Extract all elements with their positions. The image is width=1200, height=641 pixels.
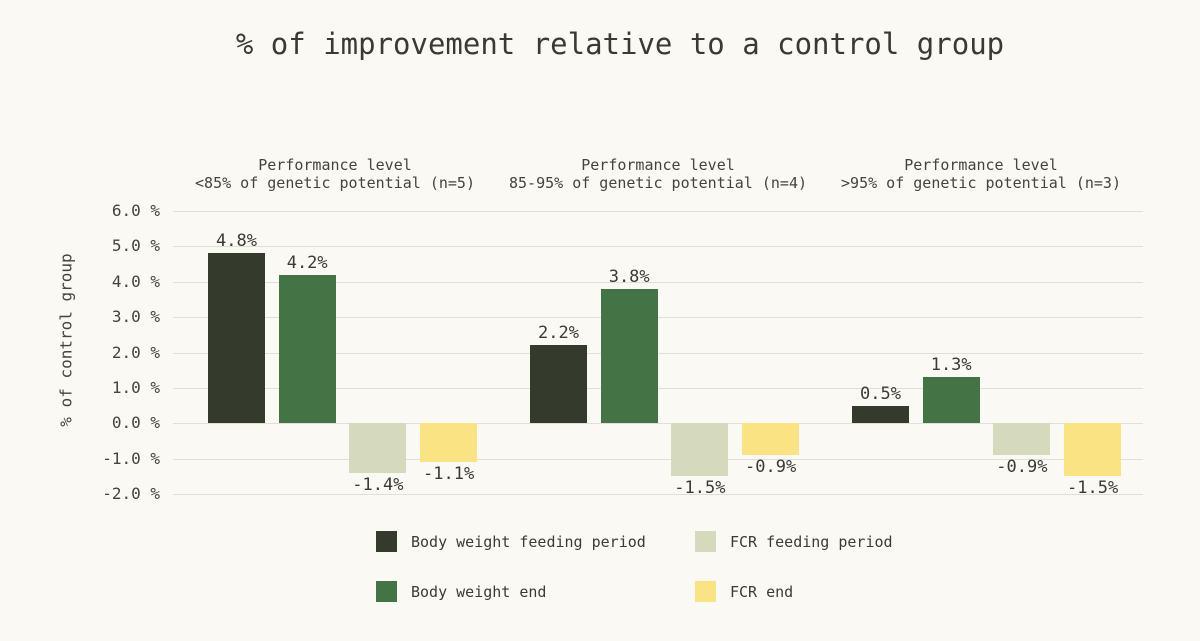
bar-value-label: -1.1% [423, 464, 475, 485]
legend-swatch-body-weight-end [376, 581, 397, 602]
legend-label: Body weight feeding period [411, 532, 646, 551]
legend-label: Body weight end [411, 582, 547, 601]
legend-swatch-fcr-feeding-period [695, 531, 716, 552]
facet-label-lt85: Performance level <85% of genetic potent… [195, 156, 475, 192]
legend-item-fcr-feeding-period: FCR feeding period [695, 531, 893, 552]
facet-label-line2: 85-95% of genetic potential (n=4) [508, 174, 808, 192]
gridline [173, 211, 1143, 212]
bar-value-label: -0.9% [996, 457, 1048, 478]
y-tick-label: 5.0 % [111, 236, 160, 256]
legend-swatch-fcr-end [695, 581, 716, 602]
bar-body-weight-feeding-period [530, 345, 587, 424]
bar-fcr-feeding-period [349, 423, 407, 473]
legend-item-body-weight-end: Body weight end [376, 581, 695, 602]
gridline [173, 317, 1143, 319]
legend-item-fcr-end: FCR end [695, 581, 893, 602]
bar-value-label: 0.5% [860, 383, 901, 404]
y-tick-label: 1.0 % [111, 377, 160, 397]
facet-label-85-95: Performance level 85-95% of genetic pote… [509, 156, 807, 192]
chart-legend: Body weight feeding period FCR feeding p… [376, 531, 893, 602]
gridline [173, 281, 1143, 283]
y-tick-label: 6.0 % [111, 201, 160, 220]
facet-label-line2: <85% of genetic potential (n=5) [195, 174, 475, 192]
bar-body-weight-feeding-period [852, 405, 909, 424]
bar-fcr-feeding-period [671, 423, 729, 477]
bar-value-label: -1.4% [352, 474, 404, 495]
y-tick-label: -1.0 % [102, 448, 160, 468]
facet-label-line2: >95% of genetic potential (n=3) [841, 174, 1121, 192]
y-tick-label: 2.0 % [111, 342, 160, 362]
bar-value-label: 4.2% [286, 252, 328, 273]
facet-label-line1: Performance level [904, 156, 1058, 174]
gridline [173, 387, 1143, 389]
gridline [173, 494, 1143, 495]
y-tick-label: 3.0 % [111, 307, 160, 327]
gridline [173, 423, 1143, 425]
facet-label-line1: Performance level [258, 156, 412, 174]
gridline [173, 458, 1143, 460]
bar-value-label: 1.3% [930, 355, 972, 376]
bar-fcr-end [420, 423, 478, 463]
legend-swatch-body-weight-feeding-period [376, 531, 397, 552]
chart-title: % of improvement relative to a control g… [235, 27, 1005, 61]
gridline [173, 246, 1143, 248]
bar-body-weight-end [600, 288, 658, 424]
legend-label: FCR feeding period [730, 532, 893, 551]
gridline [173, 352, 1143, 354]
bar-fcr-end [742, 423, 800, 456]
facet-label-gt95: Performance level >95% of genetic potent… [841, 156, 1121, 192]
bar-body-weight-end [278, 274, 336, 424]
bar-fcr-feeding-period [993, 423, 1051, 456]
y-tick-label: 4.0 % [111, 271, 160, 291]
legend-label: FCR end [730, 582, 794, 601]
bar-value-label: 2.2% [538, 323, 579, 344]
y-tick-label: 0.0 % [111, 413, 160, 433]
bar-value-label: -0.9% [745, 457, 797, 478]
bar-value-label: -1.5% [1067, 478, 1119, 499]
bar-body-weight-feeding-period [208, 253, 265, 424]
bar-value-label: 3.8% [608, 266, 650, 287]
facet-label-line1: Performance level [581, 156, 735, 174]
bar-body-weight-end [922, 377, 980, 424]
legend-item-body-weight-feeding-period: Body weight feeding period [376, 531, 695, 552]
bar-value-label: -1.5% [674, 478, 726, 499]
bar-value-label: 4.8% [216, 231, 257, 252]
bar-fcr-end [1064, 423, 1122, 477]
y-tick-label: -2.0 % [102, 484, 160, 503]
